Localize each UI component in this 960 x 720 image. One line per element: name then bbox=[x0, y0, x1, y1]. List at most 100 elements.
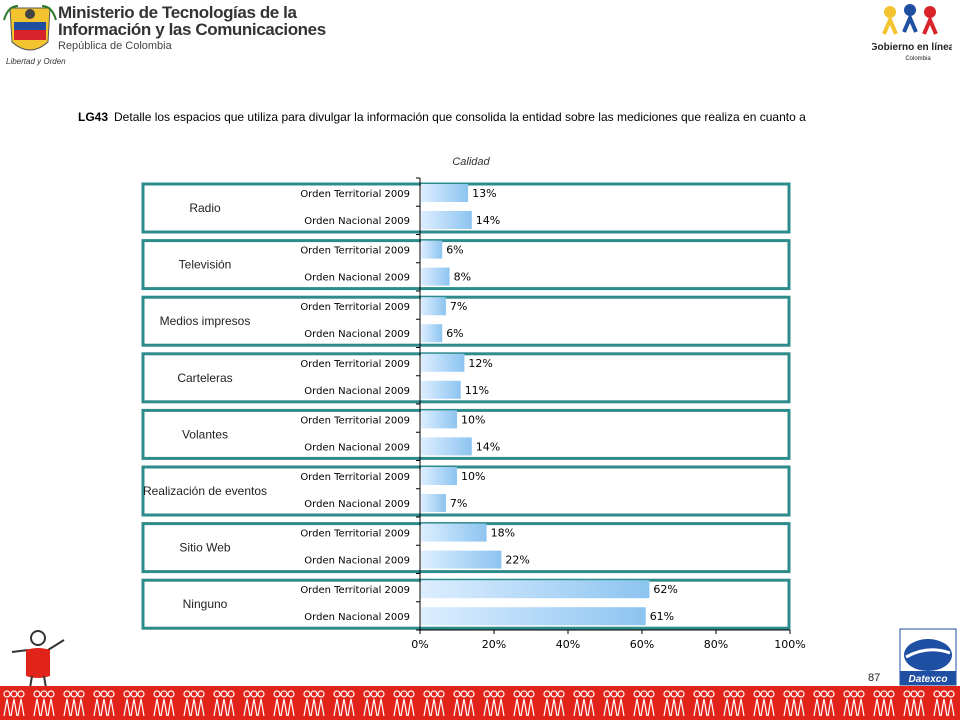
ministry-line-1: Ministerio de Tecnologías de la bbox=[58, 3, 297, 22]
series-row-label: Orden Territorial 2009 bbox=[300, 359, 410, 370]
footer-figure-icon bbox=[273, 690, 295, 717]
footer-figure-icon bbox=[873, 690, 895, 717]
bar bbox=[421, 523, 487, 542]
footer-figure-icon bbox=[3, 690, 25, 717]
bar bbox=[421, 297, 446, 316]
x-tick-label: 40% bbox=[556, 638, 580, 651]
svg-text:Datexco: Datexco bbox=[909, 674, 948, 685]
footer-figure-icon bbox=[633, 690, 655, 717]
footer-figure-icon bbox=[843, 690, 865, 717]
footer-figure-icon bbox=[213, 690, 235, 717]
category-label: Medios impresos bbox=[160, 314, 251, 328]
data-label: 11% bbox=[465, 384, 489, 397]
category-label: Televisión bbox=[179, 258, 232, 272]
footer-figures-pattern-icon bbox=[3, 690, 955, 717]
x-tick-label: 100% bbox=[774, 638, 805, 651]
bar bbox=[421, 380, 461, 399]
footer-figure-icon bbox=[783, 690, 805, 717]
data-label: 18% bbox=[491, 527, 515, 540]
footer-figure-icon bbox=[723, 690, 745, 717]
data-label: 8% bbox=[454, 271, 471, 284]
svg-text:Gobierno en línea: Gobierno en línea bbox=[872, 42, 952, 53]
bar bbox=[421, 437, 472, 456]
footer-figure-icon bbox=[363, 690, 385, 717]
category-label: Realización de eventos bbox=[143, 484, 267, 498]
bar bbox=[421, 550, 502, 569]
category-box bbox=[141, 295, 791, 347]
bar bbox=[421, 580, 650, 599]
bar bbox=[421, 184, 469, 202]
data-label: 61% bbox=[650, 610, 674, 623]
series-row-label: Orden Territorial 2009 bbox=[300, 302, 410, 313]
footer-figure-icon bbox=[303, 690, 325, 717]
series-row-label: Orden Nacional 2009 bbox=[304, 556, 410, 567]
series-row-label: Orden Territorial 2009 bbox=[300, 585, 410, 596]
footer-figure-icon bbox=[333, 690, 355, 717]
series-row-label: Orden Nacional 2009 bbox=[304, 499, 410, 510]
category-label: Sitio Web bbox=[179, 541, 230, 555]
category-label: Volantes bbox=[182, 427, 228, 441]
footer-figure-icon bbox=[933, 690, 955, 717]
category-label: Radio bbox=[189, 201, 221, 215]
question-code: LG43 bbox=[78, 110, 109, 124]
footer-figure-icon bbox=[63, 690, 85, 717]
bar bbox=[421, 467, 457, 485]
footer-figure-icon bbox=[753, 690, 775, 717]
footer-figure-icon bbox=[693, 690, 715, 717]
data-label: 7% bbox=[450, 497, 467, 510]
svg-text:Colombia: Colombia bbox=[905, 56, 931, 62]
data-label: 14% bbox=[476, 214, 500, 227]
footer-figure-icon bbox=[33, 690, 55, 717]
series-row-label: Orden Territorial 2009 bbox=[300, 246, 410, 257]
footer-figure-icon bbox=[423, 690, 445, 717]
data-label: 6% bbox=[446, 244, 463, 257]
data-label: 62% bbox=[653, 583, 677, 596]
series-row-label: Orden Territorial 2009 bbox=[300, 415, 410, 426]
data-label: 14% bbox=[476, 440, 500, 453]
data-label: 7% bbox=[450, 300, 467, 313]
bar bbox=[421, 607, 646, 626]
footer-figure-icon bbox=[903, 690, 925, 717]
bar bbox=[421, 240, 443, 259]
bar bbox=[421, 353, 465, 372]
series-row-label: Orden Nacional 2009 bbox=[304, 612, 410, 623]
footer-figure-icon bbox=[153, 690, 175, 717]
bar bbox=[421, 211, 472, 229]
ministry-line-3: República de Colombia bbox=[58, 40, 172, 52]
footer-figure-icon bbox=[543, 690, 565, 717]
datexco-logo: Datexco bbox=[899, 628, 957, 686]
footer-figure-icon bbox=[93, 690, 115, 717]
category-box bbox=[141, 352, 791, 404]
category-box bbox=[141, 408, 791, 460]
series-row-label: Orden Territorial 2009 bbox=[300, 472, 410, 483]
category-box bbox=[141, 239, 791, 291]
question-body: Detalle los espacios que utiliza para di… bbox=[114, 110, 806, 124]
ministry-line-2: Información y las Comunicaciones bbox=[58, 20, 326, 39]
data-label: 22% bbox=[505, 554, 529, 567]
ministry-title: Ministerio de Tecnologías de la Informac… bbox=[58, 4, 326, 55]
svg-text:Libertad y Orden: Libertad y Orden bbox=[6, 57, 66, 66]
footer-figure-icon bbox=[573, 690, 595, 717]
data-label: 10% bbox=[461, 470, 485, 483]
footer-figure-icon bbox=[453, 690, 475, 717]
footer-figure-icon bbox=[123, 690, 145, 717]
x-tick-label: 60% bbox=[630, 638, 654, 651]
x-tick-label: 0% bbox=[411, 638, 428, 651]
footer-figure-icon bbox=[393, 690, 415, 717]
footer-figure-icon bbox=[183, 690, 205, 717]
category-label: Carteleras bbox=[177, 371, 232, 385]
series-row-label: Orden Territorial 2009 bbox=[300, 529, 410, 540]
footer-figure-icon bbox=[813, 690, 835, 717]
bar bbox=[421, 267, 450, 286]
data-label: 10% bbox=[461, 413, 485, 426]
mascot-figure-icon bbox=[11, 630, 65, 689]
category-label: Ninguno bbox=[183, 597, 228, 611]
data-label: 12% bbox=[468, 357, 492, 370]
series-row-label: Orden Nacional 2009 bbox=[304, 386, 410, 397]
footer-figure-icon bbox=[663, 690, 685, 717]
chart-subtitle: Calidad bbox=[452, 156, 490, 168]
series-row-label: Orden Nacional 2009 bbox=[304, 329, 410, 340]
bar bbox=[421, 494, 446, 512]
series-row-label: Orden Nacional 2009 bbox=[304, 273, 410, 284]
